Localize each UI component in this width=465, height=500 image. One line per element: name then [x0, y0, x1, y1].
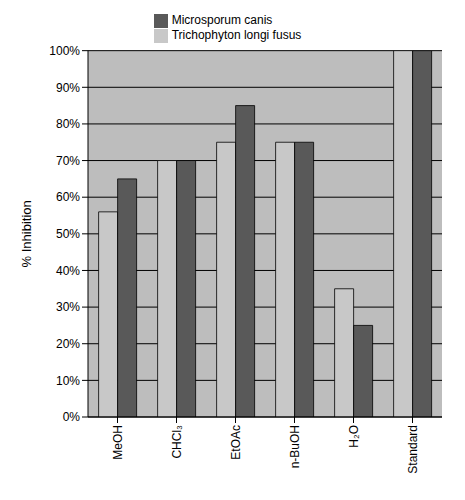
svg-text:10%: 10% [56, 374, 80, 388]
svg-text:80%: 80% [56, 117, 80, 131]
html-text:Microsporum canis: Microsporum canis [171, 13, 273, 27]
svg-text:90%: 90% [56, 81, 80, 95]
svg-text:n-BuOH: n-BuOH [288, 425, 302, 468]
svg-text:CHCl₃: CHCl₃ [170, 425, 184, 459]
svg-text:100%: 100% [49, 44, 80, 58]
svg-text:H₂O: H₂O [347, 425, 361, 448]
html-text:Trichophyton longi fusus: Trichophyton longi fusus [171, 27, 302, 42]
svg-text:20%: 20% [56, 337, 80, 351]
svg-text:MeOH: MeOH [111, 425, 125, 460]
svg-text:40%: 40% [56, 264, 80, 278]
svg-text:% Inhibition: % Inhibition [19, 200, 34, 267]
svg-text:Standard: Standard [406, 425, 420, 474]
svg-text:60%: 60% [56, 190, 80, 204]
svg-text:30%: 30% [56, 300, 80, 314]
svg-text:EtOAc: EtOAc [229, 425, 243, 460]
svg-text:50%: 50% [56, 227, 80, 241]
svg-text:70%: 70% [56, 154, 80, 168]
svg-text:0%: 0% [63, 410, 81, 424]
